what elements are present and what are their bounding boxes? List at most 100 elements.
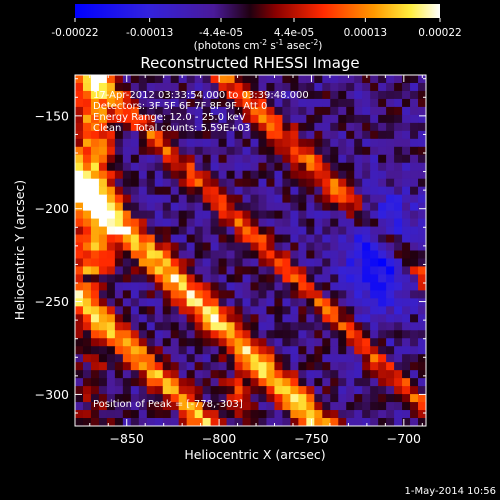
heatmap-cell bbox=[274, 98, 284, 108]
heatmap-cell bbox=[186, 122, 196, 132]
heatmap-cell bbox=[170, 386, 180, 395]
heatmap-cell bbox=[75, 362, 84, 371]
heatmap-cell bbox=[386, 258, 395, 268]
heatmap-cell bbox=[298, 178, 307, 188]
heatmap-cell bbox=[178, 162, 188, 172]
heatmap-cell bbox=[98, 402, 108, 411]
heatmap-cell bbox=[186, 146, 196, 156]
heatmap-cell bbox=[330, 210, 339, 220]
heatmap-cell bbox=[394, 386, 403, 395]
heatmap-cell bbox=[274, 314, 284, 323]
heatmap-cell bbox=[170, 82, 180, 92]
heatmap-cell bbox=[162, 82, 172, 92]
heatmap-cell bbox=[146, 386, 156, 395]
heatmap-cell bbox=[290, 402, 299, 411]
heatmap-cell bbox=[226, 378, 236, 387]
heatmap-cell bbox=[122, 138, 132, 148]
y-tick-label: −300 bbox=[35, 387, 69, 402]
heatmap-cell bbox=[154, 186, 164, 196]
heatmap-cell bbox=[138, 154, 148, 164]
heatmap-cell bbox=[322, 354, 331, 363]
heatmap-cell bbox=[298, 306, 307, 315]
heatmap-cell bbox=[170, 354, 180, 363]
heatmap-cell bbox=[362, 306, 371, 315]
heatmap-cell bbox=[122, 130, 132, 140]
heatmap-cell bbox=[354, 242, 363, 252]
heatmap-cell bbox=[130, 114, 140, 124]
heatmap-cell bbox=[394, 226, 403, 236]
heatmap-cell bbox=[178, 194, 188, 204]
heatmap-cell bbox=[298, 394, 307, 403]
heatmap-cell bbox=[354, 154, 363, 164]
heatmap-cell bbox=[202, 226, 212, 236]
heatmap-cell bbox=[130, 338, 140, 347]
heatmap-cell bbox=[186, 194, 196, 204]
heatmap-cell bbox=[322, 242, 331, 252]
heatmap-cell bbox=[306, 314, 315, 323]
heatmap-cell bbox=[274, 186, 284, 196]
heatmap-cell bbox=[186, 178, 196, 188]
heatmap-cell bbox=[194, 186, 204, 196]
heatmap-cell bbox=[90, 418, 100, 426]
heatmap-cell bbox=[170, 346, 180, 355]
heatmap-cell bbox=[386, 290, 395, 299]
heatmap-cell bbox=[266, 242, 276, 252]
heatmap-cell bbox=[162, 266, 172, 276]
heatmap-cell bbox=[218, 306, 228, 315]
heatmap-cell bbox=[266, 106, 276, 116]
heatmap-cell bbox=[418, 218, 426, 228]
colorbar-unit-label: (photons cm-2 s-1 asec-2) bbox=[194, 38, 323, 52]
heatmap-cell bbox=[194, 242, 204, 252]
heatmap-cell bbox=[194, 130, 204, 140]
heatmap-cell bbox=[82, 242, 92, 252]
heatmap-cell bbox=[394, 210, 403, 220]
heatmap-cell bbox=[234, 154, 244, 164]
heatmap-cell bbox=[106, 330, 116, 339]
heatmap-cell bbox=[154, 274, 164, 284]
heatmap-cell bbox=[138, 138, 148, 148]
heatmap-cell bbox=[306, 146, 315, 156]
heatmap-cell bbox=[298, 234, 307, 244]
heatmap-cell bbox=[82, 386, 92, 395]
heatmap-cell bbox=[250, 402, 260, 411]
heatmap-cell bbox=[346, 274, 355, 284]
heatmap-cell bbox=[370, 75, 379, 84]
heatmap-cell bbox=[178, 410, 188, 419]
heatmap-cell bbox=[114, 410, 124, 419]
heatmap-cell bbox=[314, 210, 323, 220]
heatmap-cell bbox=[402, 202, 411, 212]
heatmap-cell bbox=[266, 186, 276, 196]
heatmap-cell bbox=[290, 314, 299, 323]
heatmap-cell bbox=[274, 330, 284, 339]
heatmap-cell bbox=[146, 274, 156, 284]
heatmap-cell bbox=[370, 266, 379, 276]
heatmap-cell bbox=[410, 370, 419, 379]
heatmap-cell bbox=[322, 322, 331, 331]
heatmap-cell bbox=[354, 114, 363, 124]
heatmap-cell bbox=[274, 234, 284, 244]
heatmap-cell bbox=[338, 194, 347, 204]
heatmap-cell bbox=[258, 146, 268, 156]
heatmap-cell bbox=[202, 170, 212, 180]
heatmap-cell bbox=[402, 394, 411, 403]
heatmap-cell bbox=[370, 90, 379, 100]
heatmap-cell bbox=[154, 226, 164, 236]
heatmap-cell bbox=[202, 274, 212, 284]
heatmap-cell bbox=[394, 370, 403, 379]
heatmap-cell bbox=[186, 410, 196, 419]
heatmap-cell bbox=[218, 242, 228, 252]
heatmap-cell bbox=[394, 402, 403, 411]
heatmap-cell bbox=[122, 186, 132, 196]
heatmap-cell bbox=[186, 82, 196, 92]
heatmap-cell bbox=[266, 418, 276, 426]
heatmap-cell bbox=[146, 298, 156, 307]
heatmap-cell bbox=[274, 242, 284, 252]
heatmap-cell bbox=[106, 410, 116, 419]
heatmap-cell bbox=[242, 82, 252, 92]
heatmap-cell bbox=[250, 362, 260, 371]
heatmap-cell bbox=[234, 122, 244, 132]
heatmap-cell bbox=[322, 75, 331, 84]
heatmap-cell bbox=[242, 362, 252, 371]
heatmap-cell bbox=[338, 386, 347, 395]
heatmap-cell bbox=[186, 330, 196, 339]
